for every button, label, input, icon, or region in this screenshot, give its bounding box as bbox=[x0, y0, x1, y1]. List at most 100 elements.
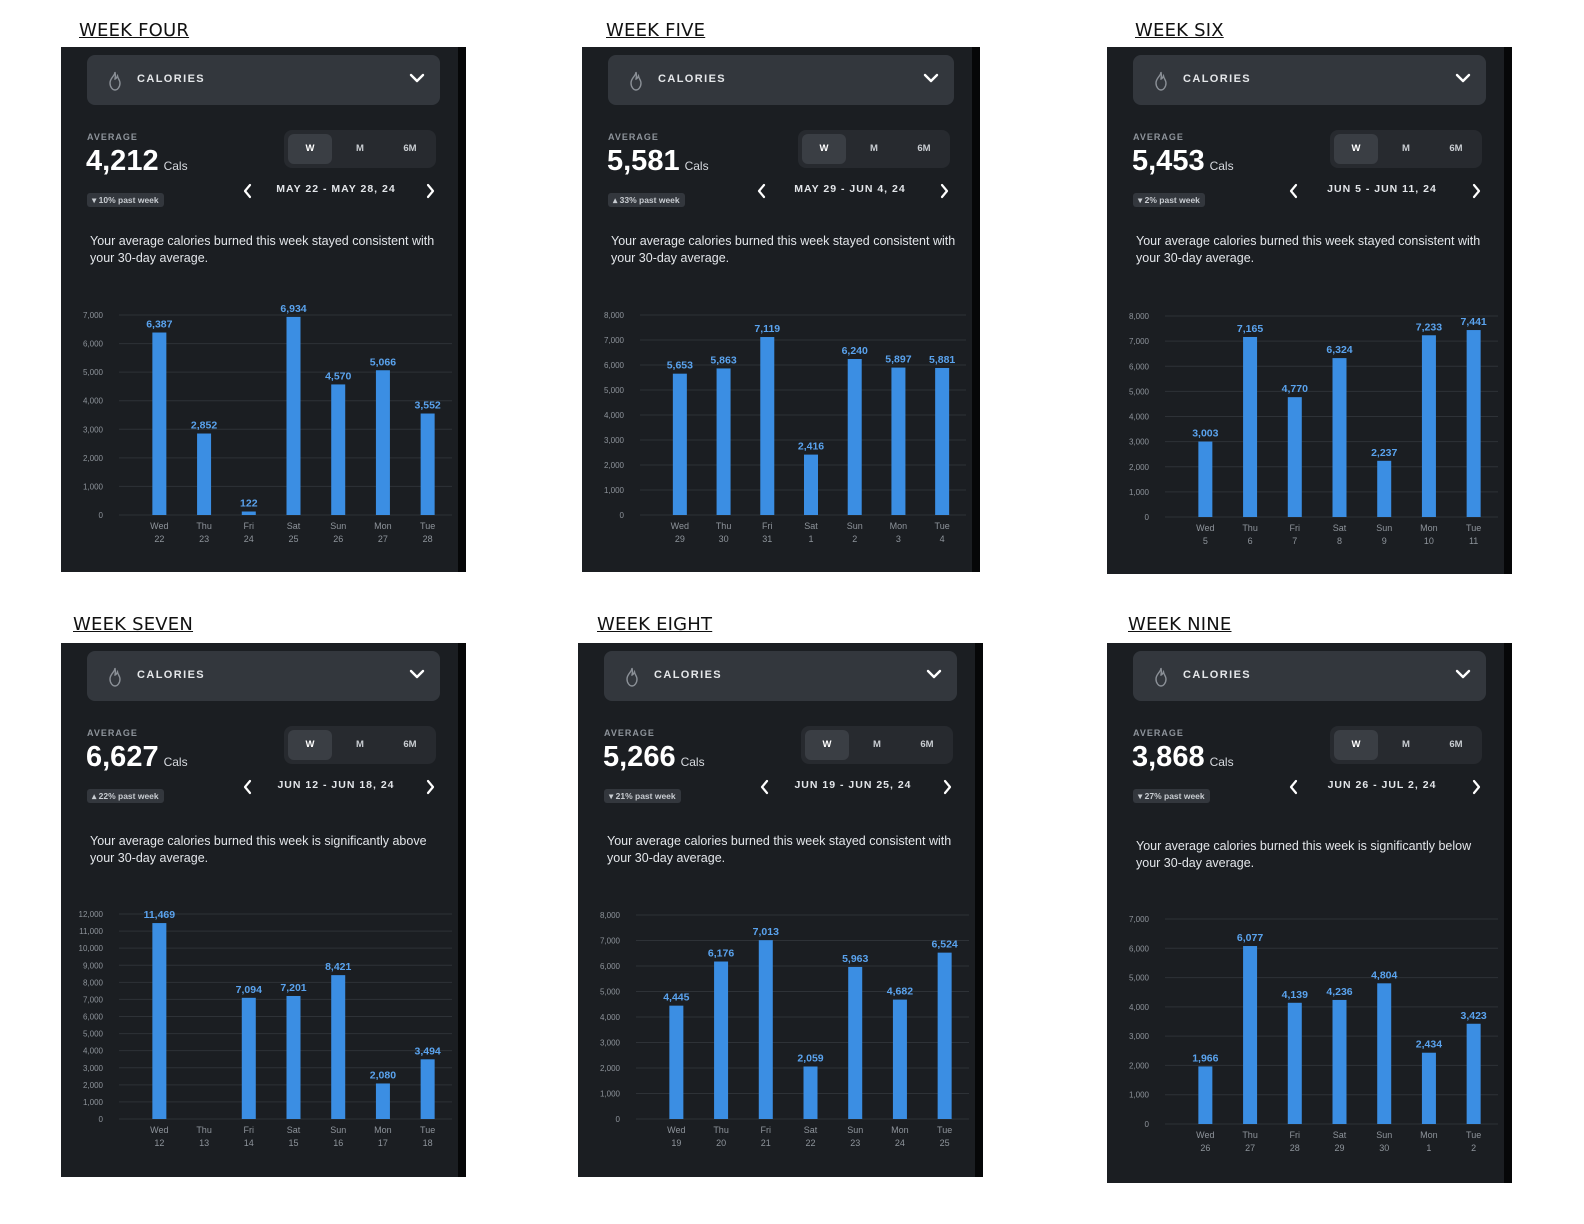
metric-dropdown[interactable]: CALORIES bbox=[87, 55, 440, 105]
bar-value-label: 3,494 bbox=[415, 1045, 441, 1057]
chevron-left-icon[interactable] bbox=[1288, 779, 1300, 795]
tab-w[interactable]: W bbox=[288, 730, 332, 760]
tab-m[interactable]: M bbox=[870, 143, 878, 154]
tab-6m[interactable]: 6M bbox=[403, 739, 417, 750]
tab-w[interactable]: W bbox=[805, 730, 849, 760]
week-title: WEEK SEVEN bbox=[73, 614, 194, 635]
x-date-label: 26 bbox=[333, 534, 343, 544]
bar bbox=[420, 413, 435, 515]
metric-dropdown[interactable]: CALORIES bbox=[1133, 651, 1486, 701]
bar-value-label: 6,387 bbox=[146, 319, 172, 331]
chevron-down-icon[interactable] bbox=[1454, 665, 1472, 683]
chevron-left-icon[interactable] bbox=[759, 779, 771, 795]
tab-6m[interactable]: 6M bbox=[920, 739, 934, 750]
chevron-right-icon[interactable] bbox=[424, 779, 436, 795]
x-date-label: 24 bbox=[895, 1138, 905, 1148]
x-day-label: Mon bbox=[374, 521, 392, 531]
bar bbox=[804, 454, 818, 515]
metric-dropdown[interactable]: CALORIES bbox=[608, 55, 954, 105]
tab-m[interactable]: M bbox=[1402, 143, 1410, 154]
metric-dropdown[interactable]: CALORIES bbox=[87, 651, 440, 701]
chevron-right-icon[interactable] bbox=[424, 183, 436, 199]
x-date-label: 16 bbox=[333, 1138, 343, 1148]
x-date-label: 3 bbox=[896, 534, 901, 544]
y-tick-label: 9,000 bbox=[83, 961, 104, 970]
summary-text: Your average calories burned this week i… bbox=[90, 834, 427, 865]
x-date-label: 30 bbox=[719, 534, 729, 544]
period-selector: W M 6M bbox=[798, 130, 950, 168]
average-number: 4,212 bbox=[86, 145, 159, 177]
tab-m[interactable]: M bbox=[356, 143, 364, 154]
metric-dropdown[interactable]: CALORIES bbox=[1133, 55, 1486, 105]
y-tick-label: 4,000 bbox=[600, 1013, 621, 1022]
calories-panel: CALORIES AVERAGE 5,266 Cals ▾ 21% past week W… bbox=[578, 643, 983, 1177]
tab-w[interactable]: W bbox=[802, 134, 846, 164]
bar-value-label: 4,236 bbox=[1326, 986, 1352, 998]
x-date-label: 30 bbox=[1379, 1143, 1389, 1153]
tab-w[interactable]: W bbox=[1334, 134, 1378, 164]
bar bbox=[331, 975, 346, 1119]
bar bbox=[241, 511, 256, 515]
metric-label: CALORIES bbox=[137, 669, 206, 681]
tab-6m[interactable]: 6M bbox=[917, 143, 931, 154]
metric-dropdown[interactable]: CALORIES bbox=[604, 651, 957, 701]
x-day-label: Fri bbox=[244, 521, 255, 531]
bar bbox=[1377, 983, 1392, 1124]
bar-value-label: 5,881 bbox=[929, 354, 955, 366]
tab-m[interactable]: M bbox=[356, 739, 364, 750]
y-tick-label: 0 bbox=[616, 1115, 621, 1124]
average-value: 5,266 Cals bbox=[603, 741, 705, 774]
tab-6m[interactable]: 6M bbox=[1449, 739, 1463, 750]
chevron-down-icon[interactable] bbox=[922, 69, 940, 87]
tab-w[interactable]: W bbox=[1334, 730, 1378, 760]
chevron-left-icon[interactable] bbox=[242, 183, 254, 199]
y-tick-label: 6,000 bbox=[83, 340, 104, 349]
chevron-down-icon[interactable] bbox=[408, 69, 426, 87]
y-tick-label: 2,000 bbox=[83, 1081, 104, 1090]
chevron-right-icon[interactable] bbox=[938, 183, 950, 199]
bar bbox=[892, 999, 907, 1119]
chevron-down-icon[interactable] bbox=[925, 665, 943, 683]
chevron-left-icon[interactable] bbox=[756, 183, 768, 199]
x-date-label: 27 bbox=[1245, 1143, 1255, 1153]
chevron-right-icon[interactable] bbox=[941, 779, 953, 795]
chevron-right-icon[interactable] bbox=[1470, 183, 1482, 199]
tab-m[interactable]: M bbox=[873, 739, 881, 750]
bar bbox=[197, 433, 212, 515]
bar-value-label: 7,441 bbox=[1461, 316, 1487, 328]
x-day-label: Sun bbox=[1376, 1130, 1392, 1140]
bar-value-label: 7,201 bbox=[280, 982, 306, 994]
bar bbox=[152, 923, 167, 1119]
chevron-left-icon[interactable] bbox=[1288, 183, 1300, 199]
chevron-left-icon[interactable] bbox=[242, 779, 254, 795]
bar bbox=[1332, 999, 1347, 1124]
bar bbox=[1421, 1052, 1436, 1124]
x-day-label: Sun bbox=[847, 1125, 863, 1135]
x-day-label: Wed bbox=[671, 521, 689, 531]
y-tick-label: 3,000 bbox=[83, 1064, 104, 1073]
bar-value-label: 5,897 bbox=[885, 354, 911, 366]
y-tick-label: 6,000 bbox=[600, 962, 621, 971]
trend-badge: ▴ 33% past week bbox=[608, 193, 685, 207]
chevron-down-icon[interactable] bbox=[1454, 69, 1472, 87]
flame-icon bbox=[105, 666, 125, 688]
y-tick-label: 5,000 bbox=[600, 988, 621, 997]
tab-6m[interactable]: 6M bbox=[403, 143, 417, 154]
x-date-label: 23 bbox=[199, 534, 209, 544]
chevron-right-icon[interactable] bbox=[1470, 779, 1482, 795]
average-value: 4,212 Cals bbox=[86, 145, 188, 178]
bar-chart: 0 1,000 2,000 3,000 4,000 5,000 6,000 7,000 8,00… bbox=[604, 311, 966, 544]
chevron-down-icon[interactable] bbox=[408, 665, 426, 683]
tab-m[interactable]: M bbox=[1402, 739, 1410, 750]
x-day-label: Sun bbox=[1376, 523, 1392, 533]
bar-chart: 0 1,000 2,000 3,000 4,000 5,000 6,000 7,000 6,38… bbox=[83, 303, 452, 544]
x-date-label: 14 bbox=[244, 1138, 254, 1148]
bar-chart: 0 1,000 2,000 3,000 4,000 5,000 6,000 7,000 8,00… bbox=[79, 909, 452, 1148]
tab-w[interactable]: W bbox=[288, 134, 332, 164]
bar-chart: 0 1,000 2,000 3,000 4,000 5,000 6,000 7,000 1,96… bbox=[1129, 915, 1498, 1153]
tab-6m[interactable]: 6M bbox=[1449, 143, 1463, 154]
x-date-label: 21 bbox=[761, 1138, 771, 1148]
x-date-label: 12 bbox=[154, 1138, 164, 1148]
average-number: 5,581 bbox=[607, 145, 680, 177]
x-date-label: 6 bbox=[1248, 536, 1253, 546]
